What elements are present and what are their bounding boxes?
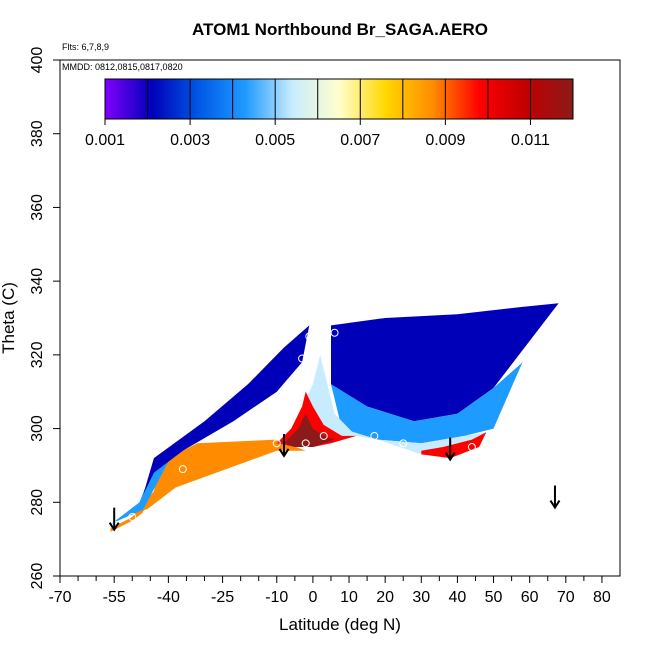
- x-tick-label: 20: [376, 589, 394, 606]
- y-tick-label: 280: [29, 489, 46, 516]
- x-axis-label: Latitude (deg N): [279, 615, 401, 634]
- x-tick-label: 30: [412, 589, 430, 606]
- sample-point: [178, 465, 187, 474]
- field-region-northern-upper-layer: [331, 303, 559, 422]
- profile-marker-arrow: [549, 485, 561, 510]
- x-tick-label: 40: [449, 589, 467, 606]
- colorbar-tick-label: 0.009: [425, 132, 465, 149]
- sample-points: [110, 328, 476, 529]
- sample-point: [142, 509, 151, 518]
- x-tick-label: 70: [557, 589, 575, 606]
- x-axis: -70 -55 -40 -25 -10 0 10 20 30 40 50 60 70 80: [48, 576, 611, 606]
- date-annotation: MMDD: 0812,0815,0817,0820: [62, 62, 183, 72]
- profile-marker-arrow: [444, 437, 456, 462]
- field-region-southern-upper-layer: [143, 325, 310, 495]
- profile-markers: [108, 433, 561, 532]
- plot-frame: [59, 59, 621, 577]
- x-tick-label: -70: [48, 589, 71, 606]
- x-tick-label: -25: [211, 589, 234, 606]
- colorbar-tick-label: 0.001: [85, 132, 125, 149]
- y-tick-label: 400: [29, 47, 46, 74]
- x-tick-label: -40: [157, 589, 180, 606]
- y-tick-label: 380: [29, 120, 46, 147]
- profile-marker-arrow: [108, 507, 120, 532]
- colorbar-tick-label: 0.007: [340, 132, 380, 149]
- sample-point: [399, 439, 408, 448]
- field-region-northern-mid-layer: [331, 362, 523, 444]
- flights-annotation: Flts: 6,7,8,9: [62, 42, 109, 52]
- x-tick-label: 60: [521, 589, 539, 606]
- sample-point: [319, 343, 328, 352]
- sample-point: [319, 431, 328, 440]
- field-region-northern-warm-band: [421, 432, 487, 459]
- colorbar: 0.001 0.003 0.005 0.007 0.009 0.011: [85, 78, 574, 149]
- colorbar-tick-label: 0.003: [170, 132, 210, 149]
- sample-point: [330, 328, 339, 337]
- sample-point: [370, 431, 379, 440]
- y-tick-label: 320: [29, 341, 46, 368]
- colorbar-gradient: [104, 78, 574, 120]
- y-tick-label: 340: [29, 268, 46, 295]
- y-tick-label: 260: [29, 563, 46, 590]
- colorbar-tick-label: 0.005: [255, 132, 295, 149]
- y-axis: 260 280 300 320 340 360 380 400: [29, 47, 60, 590]
- field-regions: [110, 303, 559, 532]
- y-tick-label: 300: [29, 415, 46, 442]
- x-tick-label: -55: [103, 589, 126, 606]
- field-region-southern-edge-band: [110, 439, 306, 532]
- y-axis-label: Theta (C): [0, 282, 18, 354]
- x-tick-label: 10: [340, 589, 358, 606]
- x-tick-label: 0: [308, 589, 317, 606]
- x-tick-label: 50: [485, 589, 503, 606]
- colorbar-tick-label: 0.011: [511, 132, 550, 149]
- profile-marker-arrow: [278, 433, 290, 458]
- x-tick-label: 80: [593, 589, 611, 606]
- sample-point: [128, 513, 137, 522]
- y-tick-label: 360: [29, 194, 46, 221]
- x-tick-label: -10: [265, 589, 288, 606]
- chart-title: ATOM1 Northbound Br_SAGA.AERO: [192, 20, 488, 39]
- sample-point: [298, 354, 307, 363]
- sample-point: [301, 439, 310, 448]
- sample-point: [305, 332, 314, 341]
- sample-point: [272, 439, 281, 448]
- sample-point: [467, 443, 476, 451]
